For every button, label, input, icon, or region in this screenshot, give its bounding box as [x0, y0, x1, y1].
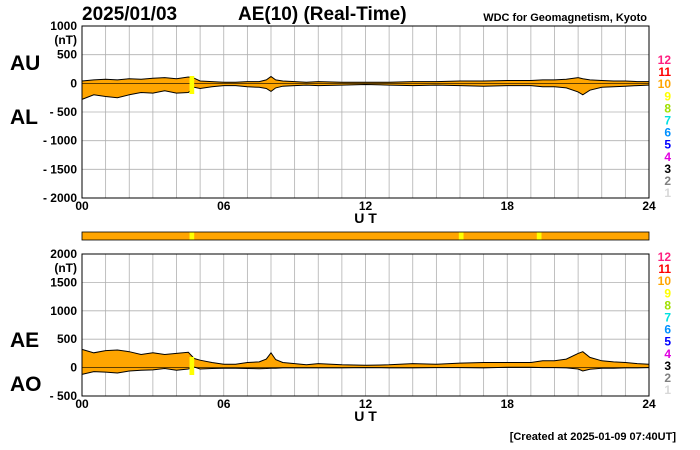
station-scale-label: 11: [658, 262, 671, 276]
series-label-ao: AO: [10, 373, 42, 396]
series-line-al: [81, 83, 650, 100]
station-scale-label: 2: [664, 174, 671, 188]
station-scale-label: 10: [658, 77, 672, 91]
x-tick-label: 00: [75, 397, 89, 411]
station-gap-marker: [458, 232, 464, 240]
chart-title: AE(10) (Real-Time): [238, 4, 407, 25]
station-scale-label: 1: [664, 186, 671, 200]
station-scale-label: 1: [664, 383, 671, 397]
plot-frame: [81, 25, 650, 199]
station-gap-marker: [189, 232, 195, 240]
y-tick-label: - 1000: [43, 134, 77, 148]
station-scale-label: 5: [664, 138, 671, 152]
station-scale-label: 12: [658, 53, 672, 67]
x-tick-label: 06: [217, 199, 231, 213]
series-line-ae: [81, 348, 650, 366]
station-scale-label: 7: [664, 311, 671, 325]
y-tick-label: 1000: [50, 19, 77, 33]
x-axis-label: U T: [354, 408, 377, 424]
station-coverage-bar: [81, 231, 650, 241]
station-scale-label: 6: [664, 126, 671, 140]
x-tick-label: 24: [642, 199, 656, 213]
station-scale-label: 6: [664, 323, 671, 337]
station-scale-label: 5: [664, 335, 671, 349]
creation-timestamp: [Created at 2025-01-09 07:40UT]: [509, 431, 676, 443]
station-scale-label: 8: [664, 101, 671, 115]
y-tick-label: 2000: [50, 247, 77, 261]
y-tick-label: 0: [70, 361, 77, 375]
y-tick-label: - 2000: [43, 191, 77, 205]
y-tick-label: 1000: [50, 304, 77, 318]
station-scale-label: 4: [664, 150, 671, 164]
station-scale-label: 11: [658, 65, 671, 79]
y-tick-label: 0: [70, 76, 77, 90]
y-tick-label: 500: [57, 48, 77, 62]
station-scale-label: 7: [664, 114, 671, 128]
y-tick-label: 1500: [50, 275, 77, 289]
series-line-au: [81, 75, 649, 83]
x-tick-label: 18: [501, 199, 515, 213]
x-tick-label: 00: [75, 199, 89, 213]
x-tick-label: 24: [642, 397, 656, 411]
panel-station-marker: [189, 357, 195, 375]
x-tick-label: 12: [359, 199, 373, 213]
station-scale-label: 4: [664, 347, 671, 361]
station-scale-label: 2: [664, 371, 671, 385]
unit-label: (nT): [54, 261, 77, 275]
station-scale-label: 9: [664, 89, 671, 103]
chart-source: WDC for Geomagnetism, Kyoto: [483, 12, 647, 24]
series-label-au: AU: [10, 52, 40, 75]
station-scale-label: 12: [658, 250, 672, 264]
series-label-al: AL: [10, 106, 38, 129]
station-scale-label: 3: [664, 162, 671, 176]
chart-date: 2025/01/03: [82, 4, 178, 25]
panel-station-marker: [189, 76, 195, 94]
x-tick-label: 06: [217, 397, 231, 411]
plot-frame: [81, 253, 650, 397]
series-label-ae: AE: [10, 329, 39, 352]
y-tick-label: - 1500: [43, 162, 77, 176]
station-scale-label: 9: [664, 286, 671, 300]
x-axis-label: U T: [354, 210, 377, 226]
x-tick-label: 12: [359, 397, 373, 411]
y-tick-label: - 500: [50, 105, 78, 119]
station-scale-label: 10: [658, 274, 672, 288]
station-scale-label: 8: [664, 298, 671, 312]
x-tick-label: 18: [501, 397, 515, 411]
station-gap-marker: [536, 232, 542, 240]
y-tick-label: - 500: [50, 389, 78, 403]
y-tick-label: 500: [57, 332, 77, 346]
unit-label: (nT): [54, 33, 77, 47]
station-scale-label: 3: [664, 359, 671, 373]
